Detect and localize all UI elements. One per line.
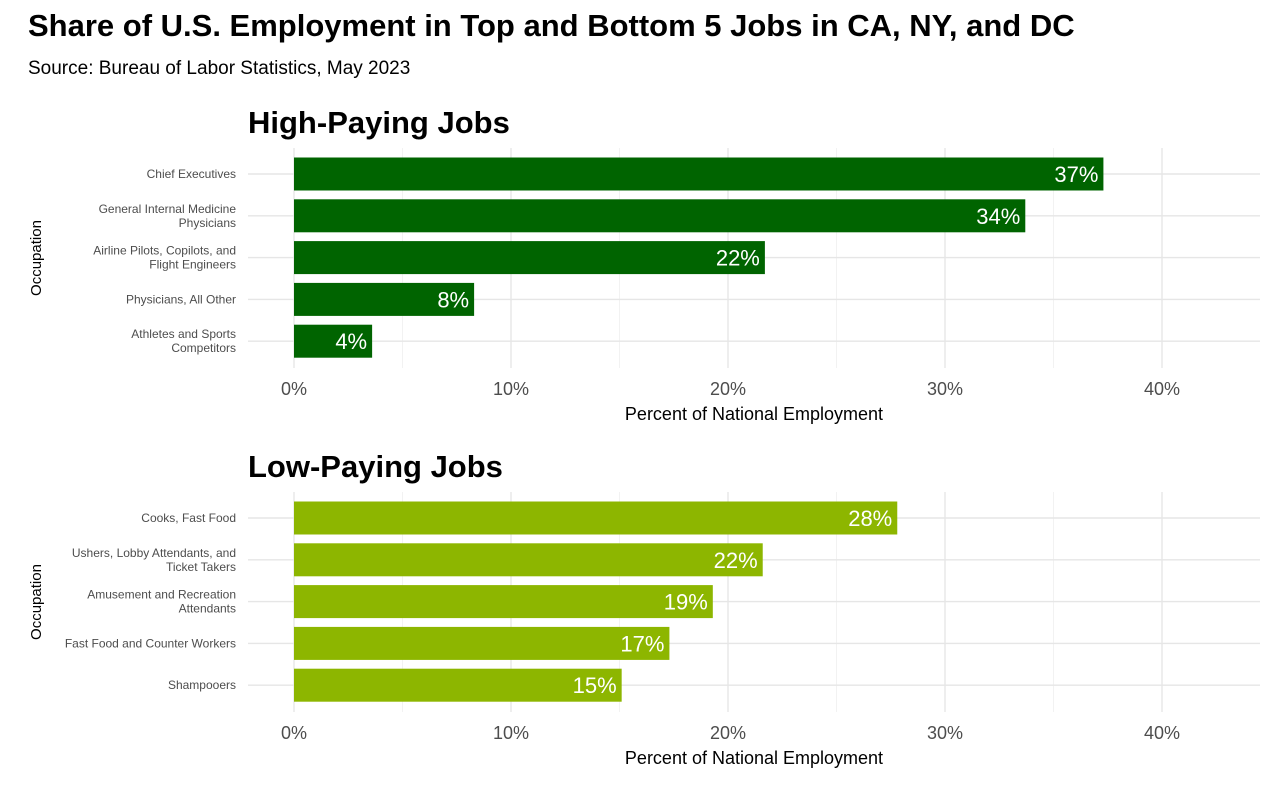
low-paying-jobs-chart: Low-Paying Jobs 28% 22%19%17%15% Cooks, Fas… (28, 449, 1260, 768)
y-tick-label-line: Ticket Takers (166, 560, 236, 574)
panel-title: High-Paying Jobs (248, 105, 510, 140)
x-axis-title: Percent of National Employment (625, 748, 883, 768)
y-tick-label: Chief Executives (147, 167, 236, 181)
y-tick-label-line: Athletes and Sports (131, 327, 236, 341)
y-tick-label: Athletes and Sports Competitors (131, 327, 236, 355)
bar (294, 199, 1026, 233)
bar-value-label: 28% (848, 506, 892, 531)
bar-value-label: 4% (335, 329, 367, 354)
bar-value-label: 19% (664, 590, 708, 615)
y-tick-label: Ushers, Lobby Attendants, and Ticket Take… (72, 546, 236, 574)
y-tick-label-line: Airline Pilots, Copilots, and (93, 244, 236, 258)
x-tick-label: 0% (281, 723, 307, 743)
high-paying-jobs-panel: High-Paying Jobs 37% 34% 22% 8% 4% Chief Execu… (0, 96, 1288, 436)
y-tick-label: Amusement and Recreation Attendants (87, 588, 236, 616)
bar (294, 324, 373, 358)
x-tick-label: 20% (710, 723, 746, 743)
x-tick-label: 20% (710, 379, 746, 399)
bar-value-label: 8% (437, 287, 469, 312)
bar-value-label: 37% (1054, 162, 1098, 187)
x-tick-label: 40% (1144, 379, 1180, 399)
y-tick-label-line: Physicians (179, 216, 236, 230)
y-tick-label-line: Amusement and Recreation (87, 588, 236, 602)
y-axis-title: Occupation (28, 220, 45, 296)
bar (294, 668, 622, 702)
y-tick-label-line: Cooks, Fast Food (141, 511, 236, 525)
chart-title: Share of U.S. Employment in Top and Bott… (28, 8, 1075, 43)
x-tick-label: 30% (927, 723, 963, 743)
x-axis-title: Percent of National Employment (625, 404, 883, 424)
y-tick-label-line: Shampooers (168, 678, 236, 692)
y-tick-label-line: Physicians, All Other (126, 292, 236, 306)
y-tick-label: Fast Food and Counter Workers (65, 636, 236, 650)
bar (294, 157, 1104, 191)
panel-title: Low-Paying Jobs (248, 449, 503, 484)
bar (294, 543, 763, 577)
bar (294, 501, 898, 535)
y-tick-label-line: Chief Executives (147, 167, 236, 181)
y-tick-label-line: Flight Engineers (149, 258, 236, 272)
bar (294, 585, 713, 619)
bar-value-label: 17% (620, 631, 664, 656)
x-tick-label: 30% (927, 379, 963, 399)
y-axis-title: Occupation (28, 564, 45, 640)
bar (294, 626, 670, 660)
y-tick-label: General Internal Medicine Physicians (99, 202, 237, 230)
x-tick-label: 40% (1144, 723, 1180, 743)
y-tick-label: Airline Pilots, Copilots, and Flight Engi… (93, 244, 236, 272)
y-tick-label: Physicians, All Other (126, 292, 236, 306)
bar-value-label: 34% (976, 204, 1020, 229)
high-paying-jobs-chart: High-Paying Jobs 37% 34% 22% 8% 4% Chief Execu… (28, 105, 1260, 424)
bar-value-label: 22% (716, 246, 760, 271)
y-tick-label-line: Ushers, Lobby Attendants, and (72, 546, 236, 560)
x-tick-label: 10% (493, 379, 529, 399)
y-tick-label-line: Competitors (171, 341, 236, 355)
chart-subtitle: Source: Bureau of Labor Statistics, May … (28, 58, 411, 79)
bar (294, 282, 475, 316)
y-tick-label-line: Attendants (179, 602, 236, 616)
y-tick-label-line: Fast Food and Counter Workers (65, 636, 236, 650)
low-paying-jobs-panel: Low-Paying Jobs 28% 22% 19% 17% 15% Cooks, Fas… (0, 440, 1288, 780)
x-tick-label: 10% (493, 723, 529, 743)
y-tick-label: Cooks, Fast Food (141, 511, 236, 525)
bar-value-label: 15% (573, 673, 617, 698)
bar-value-label: 22% (714, 548, 758, 573)
x-tick-label: 0% (281, 379, 307, 399)
bar (294, 241, 765, 275)
y-tick-label-line: General Internal Medicine (99, 202, 237, 216)
y-tick-label: Shampooers (168, 678, 236, 692)
